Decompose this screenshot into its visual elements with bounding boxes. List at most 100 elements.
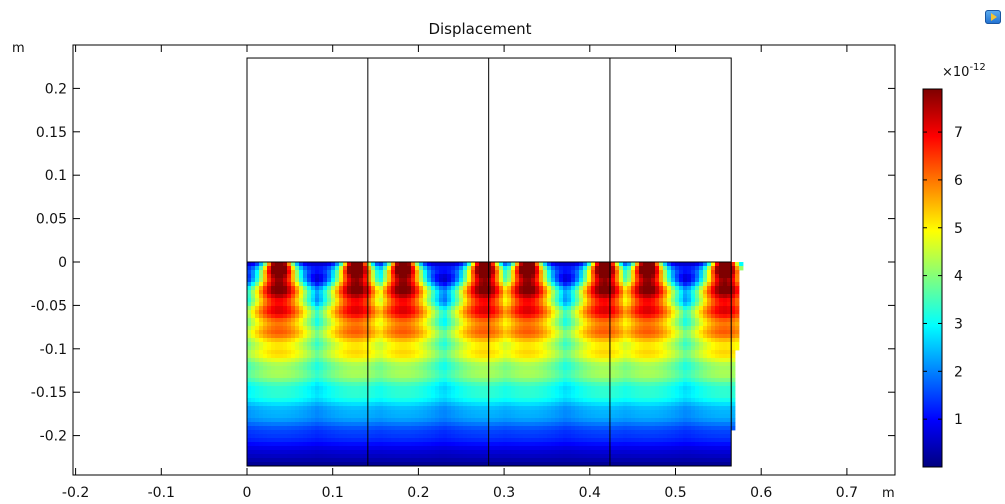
field-cell [463, 414, 468, 419]
export-icon[interactable] [985, 10, 1001, 24]
field-cell [663, 326, 668, 331]
field-cell [659, 342, 664, 347]
field-cell [375, 358, 380, 363]
field-cell [391, 350, 396, 355]
field-cell [427, 278, 432, 283]
field-cell [571, 418, 576, 423]
field-cell [563, 374, 568, 379]
field-cell [723, 342, 728, 347]
field-cell [351, 354, 356, 359]
field-cell [711, 414, 716, 419]
field-cell [491, 354, 496, 359]
field-cell [483, 270, 488, 275]
field-cell [431, 418, 436, 423]
field-cell [647, 342, 652, 347]
field-cell [463, 370, 468, 375]
field-cell [327, 398, 332, 403]
field-cell [363, 350, 368, 355]
field-cell [607, 370, 612, 375]
field-cell [427, 322, 432, 327]
field-cell [671, 334, 676, 339]
field-cell [363, 338, 368, 343]
field-cell [459, 294, 464, 299]
field-cell [523, 378, 528, 383]
field-cell [259, 402, 264, 407]
field-cell [383, 314, 388, 319]
field-cell [399, 326, 404, 331]
field-cell [703, 418, 708, 423]
field-cell [619, 406, 624, 411]
field-cell [355, 298, 360, 303]
field-cell [291, 274, 296, 279]
field-cell [299, 394, 304, 399]
field-cell [515, 382, 520, 387]
field-cell [699, 338, 704, 343]
field-cell [591, 298, 596, 303]
field-cell [319, 354, 324, 359]
field-cell [399, 302, 404, 307]
field-cell [247, 278, 252, 283]
field-cell [399, 418, 404, 423]
field-cell [247, 390, 252, 395]
field-cell [731, 414, 736, 419]
field-cell [331, 378, 336, 383]
field-cell [331, 386, 336, 391]
field-cell [607, 414, 612, 419]
field-cell [399, 394, 404, 399]
field-cell [719, 330, 724, 335]
field-cell [523, 274, 528, 279]
field-cell [575, 266, 580, 271]
field-cell [647, 366, 652, 371]
field-cell [503, 330, 508, 335]
field-cell [323, 362, 328, 367]
field-cell [703, 302, 708, 307]
field-cell [407, 398, 412, 403]
field-cell [619, 330, 624, 335]
field-cell [603, 362, 608, 367]
field-cell [715, 278, 720, 283]
field-cell [467, 394, 472, 399]
field-cell [539, 374, 544, 379]
field-cell [447, 334, 452, 339]
field-cell [279, 362, 284, 367]
field-cell [503, 342, 508, 347]
field-cell [567, 306, 572, 311]
field-cell [603, 390, 608, 395]
field-cell [371, 286, 376, 291]
field-cell [263, 350, 268, 355]
field-cell [579, 322, 584, 327]
field-cell [587, 410, 592, 415]
field-cell [679, 274, 684, 279]
field-cell [251, 374, 256, 379]
field-cell [707, 274, 712, 279]
field-cell [323, 278, 328, 283]
field-cell [247, 374, 252, 379]
field-cell [351, 418, 356, 423]
field-cell [267, 382, 272, 387]
field-cell [651, 398, 656, 403]
field-cell [327, 346, 332, 351]
field-cell [323, 358, 328, 363]
field-cell [399, 370, 404, 375]
field-cell [319, 302, 324, 307]
field-cell [263, 286, 268, 291]
field-cell [475, 294, 480, 299]
field-cell [467, 406, 472, 411]
field-cell [635, 406, 640, 411]
field-cell [387, 302, 392, 307]
field-cell [511, 298, 516, 303]
field-cell [259, 398, 264, 403]
field-cell [575, 314, 580, 319]
field-cell [263, 326, 268, 331]
field-cell [475, 290, 480, 295]
field-cell [595, 362, 600, 367]
field-cell [471, 414, 476, 419]
field-cell [327, 310, 332, 315]
field-cell [543, 358, 548, 363]
field-cell [655, 366, 660, 371]
field-cell [259, 362, 264, 367]
field-cell [547, 414, 552, 419]
field-cell [499, 294, 504, 299]
field-cell [523, 326, 528, 331]
field-cell [379, 298, 384, 303]
